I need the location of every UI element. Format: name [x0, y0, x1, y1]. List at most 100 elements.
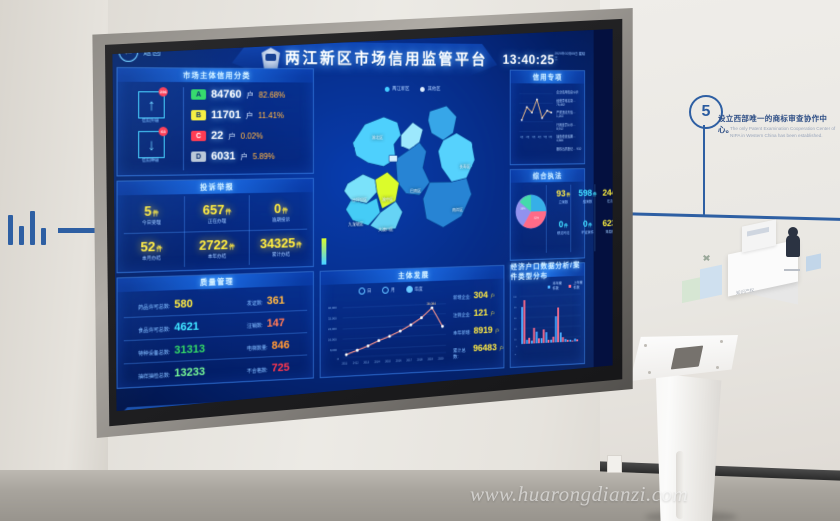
dev-unit: 户 — [490, 311, 495, 317]
map-district[interactable] — [396, 142, 430, 195]
dev-label: 新增企业: — [453, 294, 471, 301]
dev-unit: 户 — [495, 328, 500, 334]
enforcement-panel: 综合执法 33% 52% 93件 立案数 598件 结案数 — [509, 168, 613, 261]
trust-list-item[interactable]: 抽查检查结果… 4,566 — [556, 134, 576, 143]
map-district[interactable] — [346, 198, 381, 226]
quality-row: 注销数: 147 — [247, 317, 285, 331]
svg-text:33%: 33% — [520, 206, 525, 210]
quality-row: 食品许可总数: 4621 — [138, 320, 199, 335]
complaint-label: 逾期投诉 — [272, 216, 290, 223]
development-line-chart: 36,084 40,000 32,000 24,000 16,000 8,000 0 2… — [328, 302, 449, 365]
trust-list-item[interactable]: 企业信用信息公示 — [556, 90, 579, 95]
complaint-label: 今日受理 — [142, 219, 161, 226]
complaint-value: 52件 — [140, 238, 163, 255]
grade-percent: 0.02% — [240, 130, 263, 141]
kiosk-screw — [716, 366, 719, 369]
quality-value: 31313 — [174, 342, 206, 357]
panel-header: 质量管理 — [117, 272, 313, 293]
quality-row: 发证数: 361 — [247, 294, 285, 308]
grade-count: 11701 — [211, 108, 241, 122]
map-district-label: 长寿区 — [459, 163, 471, 169]
svg-text:6月: 6月 — [549, 135, 553, 139]
wall-marker-number: 5 — [689, 95, 723, 129]
map-district[interactable] — [344, 174, 377, 204]
dev-unit: 户 — [490, 293, 495, 299]
quality-value: 725 — [271, 361, 290, 375]
trust-list-item[interactable]: 经营异常名录… 76,482 — [556, 98, 576, 107]
map-color-scale — [321, 238, 327, 265]
map-legend: 两江新区 其他区 — [384, 86, 440, 92]
quality-label: 电梯数量: — [246, 345, 268, 353]
iso-person-body — [786, 235, 800, 257]
panel-header: 信用专项 — [510, 70, 585, 84]
quality-value: 580 — [174, 297, 193, 311]
map-district[interactable] — [438, 133, 475, 182]
district-map[interactable] — [320, 95, 503, 267]
grade-count: 84760 — [211, 88, 242, 101]
trust-list-item[interactable]: 股权出质登记… 932 — [556, 146, 582, 151]
svg-text:2019: 2019 — [428, 357, 434, 361]
quality-value: 147 — [266, 316, 285, 330]
kiosk-edge-highlight — [676, 451, 684, 519]
trust-list-item[interactable]: 严重违法失信… 1,203 — [556, 110, 576, 119]
development-stat: 新增企业: 304 户 — [453, 290, 494, 302]
svg-text:2012: 2012 — [353, 361, 359, 365]
kiosk-mount-plate — [630, 335, 738, 382]
complaint-stat: 657件 正在办理 — [189, 201, 245, 225]
grade-percent: 11.41% — [258, 110, 284, 120]
tab-day[interactable]: 日 — [358, 287, 371, 295]
svg-text:价格违法: 价格违法 — [512, 349, 513, 355]
trust-list: 企业信用信息公示 经营异常名录… 76,482 严重违法失信… 1,203 行政… — [556, 89, 582, 150]
dev-value: 121 — [473, 307, 488, 319]
case-bar-chart: 100 80 60 40 20 0 — [512, 288, 582, 355]
iso-chair — [784, 257, 800, 271]
complaint-value: 657件 — [202, 201, 232, 218]
credit-grade-row: B 11701 户 11.41% — [191, 109, 284, 122]
svg-text:8,000: 8,000 — [330, 348, 337, 352]
grade-count: 22 — [211, 129, 224, 143]
map-district[interactable] — [353, 117, 401, 167]
map-legend-item[interactable]: 其他区 — [420, 86, 440, 92]
svg-text:1月: 1月 — [520, 135, 524, 139]
grade-percent: 5.89% — [252, 151, 275, 161]
grade-badge: D — [191, 151, 207, 162]
complaint-stat: 5件 今日受理 — [123, 203, 180, 227]
dashboard-content: ← 返回 两江新区市场信用监管平台 13:40:25 2020年02月05日 星… — [112, 28, 613, 412]
map-legend-item[interactable]: 两江新区 — [384, 86, 409, 92]
quality-panel: 质量管理 药品许可总数: 580 食品许可总数: 4621 特种设备总数: 31… — [116, 271, 314, 389]
credit-grade-row: D 6031 户 5.89% — [191, 150, 275, 163]
svg-text:2011: 2011 — [342, 361, 348, 365]
complaint-value: 5件 — [144, 203, 159, 219]
grade-unit: 户 — [245, 110, 254, 120]
trust-list-item[interactable]: 行政处罚公示… 8,912 — [556, 122, 576, 131]
wall-isometric-illustration: 知识产权 — [682, 205, 840, 315]
credit-upgrade-label: 信用升级 — [141, 117, 160, 123]
map-district-label: 渝中区 — [382, 196, 394, 202]
credit-downgrade-badge: 63 — [158, 126, 168, 137]
tab-year[interactable]: 年度 — [406, 285, 423, 293]
map-district[interactable] — [423, 178, 472, 228]
svg-text:60: 60 — [514, 318, 517, 320]
trust-panel: 信用专项 1月 2月 3月 4月 5月 6月 — [509, 69, 586, 166]
complaint-label: 累计办结 — [272, 251, 290, 258]
dev-label: 注销企业: — [453, 312, 471, 318]
quality-label: 药品许可总数: — [138, 303, 171, 312]
svg-text:产品质量: 产品质量 — [512, 353, 517, 355]
panel-divider — [545, 185, 547, 253]
complaint-value: 34325件 — [259, 235, 302, 252]
grade-unit: 户 — [246, 89, 254, 100]
kiosk-mount-hole — [670, 345, 704, 370]
tab-month[interactable]: 月 — [382, 286, 395, 294]
complaint-label: 本年办结 — [207, 253, 227, 259]
svg-text:2014: 2014 — [374, 360, 380, 364]
dev-unit: 户 — [499, 345, 504, 351]
svg-text:5月: 5月 — [544, 135, 548, 139]
svg-text:2018: 2018 — [417, 358, 423, 362]
iso-person-head — [788, 227, 798, 237]
svg-text:52%: 52% — [534, 216, 539, 220]
development-stat: 本年新增: 8919 户 — [453, 325, 499, 338]
quality-value: 361 — [266, 294, 285, 308]
quality-row: 不合格数: 725 — [247, 361, 290, 375]
map-district-label: 沙坪坝区 — [352, 197, 368, 203]
panel-header: 市场主体信用分类 — [117, 68, 313, 83]
